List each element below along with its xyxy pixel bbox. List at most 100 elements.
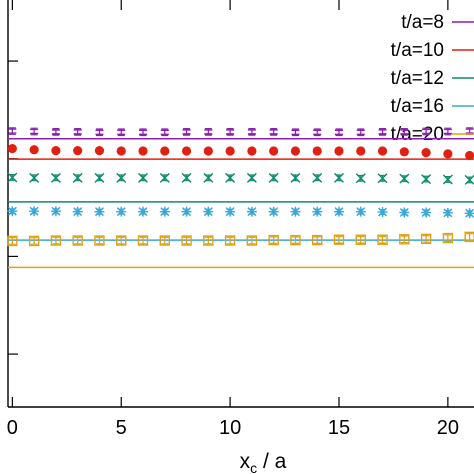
point-1-4 (94, 145, 105, 156)
point-0-9 (204, 129, 213, 135)
point-1-21 (465, 150, 474, 161)
point-0-21 (465, 128, 474, 134)
point-2-3 (72, 172, 83, 183)
error-bar-4-3 (74, 236, 82, 245)
point-4-16 (355, 234, 366, 245)
point-0-6 (139, 129, 148, 135)
point-0-13 (291, 129, 300, 135)
point-1-10 (225, 146, 235, 156)
point-3-13 (290, 206, 301, 217)
point-2-15 (333, 172, 344, 183)
point-0-15 (334, 129, 343, 135)
point-1-0 (7, 143, 17, 154)
point-3-19 (421, 207, 432, 218)
error-bar-4-17 (379, 235, 387, 244)
point-1-18 (399, 147, 409, 157)
point-2-18 (399, 173, 410, 184)
point-4-4 (94, 235, 105, 246)
point-4-7 (159, 235, 170, 246)
point-0-5 (117, 129, 126, 135)
x-axis-label: xc / a (240, 450, 287, 474)
legend-label-1: t/a=10 (391, 40, 444, 61)
point-4-6 (137, 235, 149, 246)
series-1 (7, 49, 474, 161)
error-bar-4-2 (52, 236, 60, 245)
point-1-1 (29, 145, 39, 155)
point-2-2 (50, 172, 61, 183)
point-3-11 (246, 206, 257, 217)
x-tick-label-1: 5 (116, 417, 127, 439)
point-4-13 (290, 234, 301, 246)
point-2-19 (421, 174, 432, 185)
error-bar-4-11 (248, 236, 256, 245)
axes: 0 5 10 15 20 (7, 0, 474, 439)
point-4-21 (464, 231, 474, 243)
x-tick-label-0: 0 (7, 417, 18, 439)
point-3-14 (312, 206, 323, 217)
point-0-19 (422, 128, 431, 135)
point-1-3 (73, 145, 83, 156)
point-2-17 (377, 173, 388, 184)
point-4-17 (377, 234, 388, 245)
point-4-10 (224, 235, 236, 246)
point-1-14 (312, 146, 322, 156)
point-4-0 (7, 235, 18, 247)
point-3-0 (7, 206, 18, 217)
error-bar-4-21 (466, 233, 474, 241)
error-bar-4-19 (422, 235, 430, 243)
point-2-21 (464, 174, 474, 185)
legend-label-3: t/a=16 (391, 96, 444, 117)
point-1-15 (334, 146, 344, 156)
point-0-2 (51, 129, 60, 135)
point-4-15 (333, 234, 345, 245)
point-1-13 (290, 146, 301, 156)
point-3-15 (333, 206, 344, 217)
error-bar-4-0 (8, 237, 16, 245)
error-bar-4-5 (117, 236, 125, 245)
x-tick-label-4: 20 (437, 417, 459, 439)
point-2-12 (268, 172, 279, 183)
point-3-12 (268, 206, 279, 217)
legend-label-4: t/a=20 (391, 124, 444, 145)
point-4-2 (50, 235, 62, 246)
point-1-2 (51, 145, 61, 156)
point-4-3 (72, 235, 83, 246)
error-bar-4-7 (161, 236, 169, 245)
point-3-20 (442, 207, 453, 218)
point-2-1 (29, 172, 40, 183)
x-tick-label-2: 10 (219, 417, 241, 439)
x-axis-label-main: x (240, 450, 251, 473)
point-0-8 (182, 129, 191, 135)
point-4-5 (116, 235, 127, 246)
point-3-2 (50, 206, 61, 217)
point-1-8 (181, 146, 192, 156)
point-1-6 (138, 146, 148, 156)
point-0-14 (313, 129, 322, 135)
point-1-20 (443, 149, 453, 159)
point-4-14 (312, 234, 323, 246)
point-0-7 (160, 129, 169, 135)
point-2-5 (116, 172, 127, 183)
legend-label-0: t/a=8 (401, 12, 444, 33)
series-3 (7, 105, 474, 241)
point-4-8 (181, 235, 192, 246)
error-bar-4-9 (204, 236, 212, 245)
point-3-17 (377, 207, 388, 218)
error-bar-4-18 (400, 235, 408, 244)
point-2-13 (290, 172, 301, 183)
point-1-12 (269, 146, 279, 156)
error-bar-4-16 (357, 235, 365, 244)
point-2-11 (246, 172, 257, 183)
point-0-1 (30, 128, 39, 135)
point-3-5 (116, 206, 127, 217)
point-1-17 (377, 146, 388, 156)
error-bar-4-1 (30, 237, 38, 245)
point-2-20 (442, 174, 453, 185)
point-0-10 (226, 129, 235, 135)
point-3-21 (464, 208, 474, 219)
series-0 (8, 21, 474, 140)
x-axis-label-sub: c (250, 460, 257, 474)
point-0-17 (378, 129, 387, 135)
error-bar-4-13 (291, 236, 299, 244)
